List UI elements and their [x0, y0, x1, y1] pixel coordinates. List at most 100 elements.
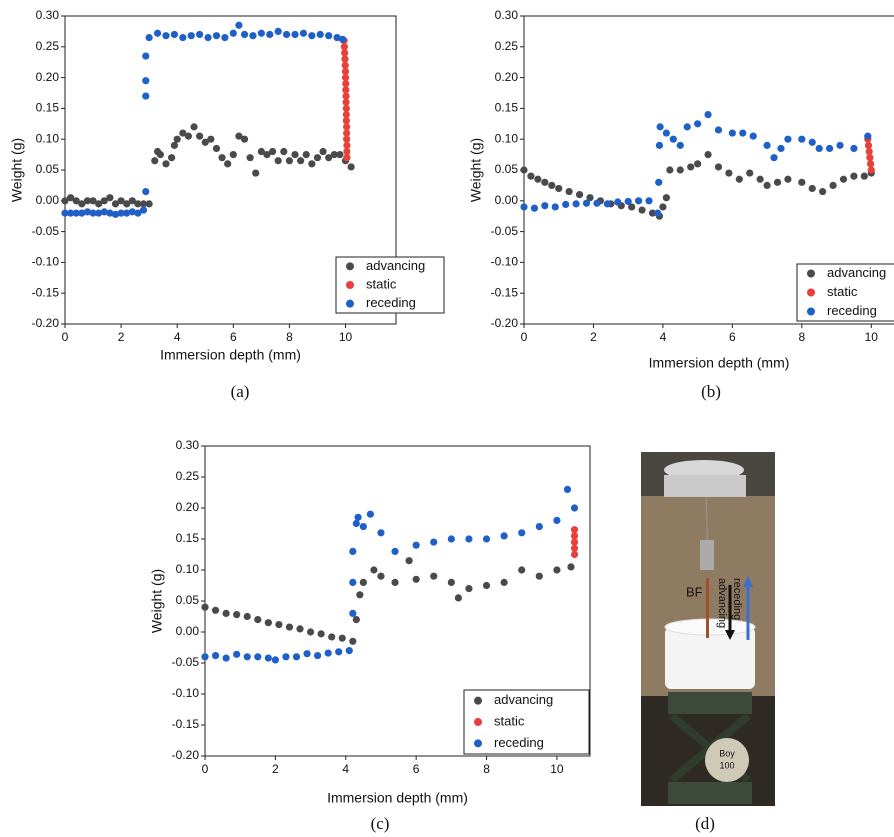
point [111, 210, 120, 218]
point [196, 132, 204, 140]
point [336, 151, 344, 159]
point [89, 209, 97, 217]
point [179, 33, 187, 42]
point [343, 147, 351, 156]
chart: -0.20 -0.15 -0.10 -0.05 0.00 0.05 0.10 0.15 0.20… [468, 8, 894, 401]
point [570, 538, 579, 546]
legend-label: advancing [494, 692, 553, 707]
point [694, 160, 702, 168]
x-tick-label: 2 [590, 330, 597, 344]
point [714, 126, 723, 134]
point [530, 204, 539, 212]
point [570, 526, 579, 534]
y-axis-title: Weight (g) [9, 138, 25, 202]
point [391, 547, 399, 556]
point [325, 32, 333, 40]
point [359, 578, 367, 587]
point [839, 175, 848, 183]
point [572, 200, 580, 208]
point [292, 653, 301, 661]
point [391, 578, 399, 587]
point [280, 147, 288, 156]
point [264, 619, 272, 627]
point [815, 144, 823, 153]
point [570, 532, 579, 540]
point [465, 585, 473, 593]
point [342, 98, 350, 106]
x-tick-label: 0 [521, 330, 528, 344]
point [240, 135, 249, 143]
point [746, 169, 754, 177]
point [274, 27, 282, 35]
point [235, 21, 243, 29]
point [586, 194, 594, 202]
point [850, 172, 858, 180]
point [222, 654, 230, 662]
caption: (d) [695, 814, 715, 833]
point [243, 653, 251, 661]
point [349, 609, 357, 618]
point [535, 572, 543, 580]
point [268, 147, 277, 156]
point [162, 32, 170, 40]
point [134, 200, 142, 208]
point [865, 147, 873, 156]
point [233, 611, 241, 619]
point [808, 184, 816, 193]
point [551, 203, 559, 211]
point [784, 175, 792, 183]
jack-top [668, 692, 752, 714]
legend-marker [474, 718, 482, 726]
legend-marker [807, 307, 815, 316]
point [659, 203, 667, 211]
point [541, 178, 549, 186]
point [570, 504, 579, 512]
point [341, 49, 349, 57]
point [655, 141, 664, 149]
point [662, 194, 670, 202]
point [170, 30, 178, 39]
point [648, 209, 657, 217]
point [447, 535, 455, 543]
point [518, 566, 526, 574]
point [343, 135, 351, 143]
point [313, 154, 322, 162]
point [342, 104, 350, 112]
point [570, 544, 579, 552]
legend-marker [807, 269, 815, 278]
point [356, 591, 364, 599]
point [162, 160, 170, 168]
point [728, 129, 736, 137]
point [342, 110, 350, 119]
point [624, 197, 632, 206]
point [330, 151, 338, 159]
point [341, 67, 350, 76]
clip [700, 540, 714, 570]
point [341, 74, 350, 82]
point [864, 141, 873, 149]
point [257, 29, 265, 37]
point [285, 623, 294, 631]
point [343, 141, 351, 149]
y-tick-label: 0.20 [495, 70, 519, 84]
advancing-arrow-head [725, 630, 735, 640]
point [412, 575, 420, 583]
y-tick-label: 0.05 [36, 162, 60, 176]
y-tick-label: 0.00 [36, 193, 60, 207]
point [89, 197, 97, 205]
point [78, 209, 86, 217]
point [324, 649, 332, 657]
x-tick-label: 8 [798, 330, 805, 344]
caption: (a) [231, 382, 250, 401]
legend-marker [346, 281, 354, 289]
point [254, 616, 262, 624]
beaker-top [664, 618, 756, 636]
legend-marker [346, 299, 354, 308]
point [316, 30, 324, 39]
photo-label: receding [731, 578, 743, 620]
legend-marker [807, 288, 815, 297]
point [246, 154, 254, 162]
point [235, 132, 243, 140]
balance-plate [664, 475, 746, 497]
point [656, 123, 664, 131]
